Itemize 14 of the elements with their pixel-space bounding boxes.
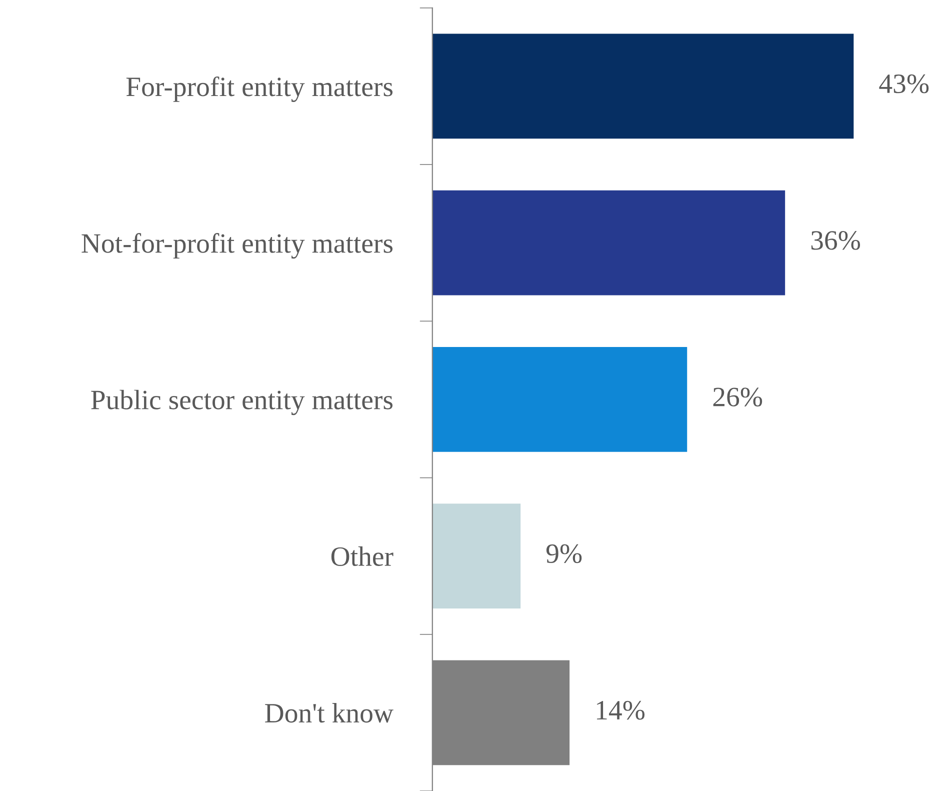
bar [432,346,688,452]
bar [432,190,786,296]
y-tick-label: Not-for-profit entity matters [82,233,393,259]
data-label: 9% [546,544,582,564]
data-label: 14% [596,700,645,720]
y-tick-label: Don't know [265,703,394,723]
bar [432,34,854,139]
data-label: 43% [879,74,929,94]
bar [432,504,521,609]
y-tick-label: For-profit entity matters [126,76,393,102]
y-tick-label: Public sector entity matters [91,390,392,416]
data-label: 26% [713,388,762,406]
y-tick-label: Other [331,546,394,566]
data-label: 36% [811,231,860,250]
